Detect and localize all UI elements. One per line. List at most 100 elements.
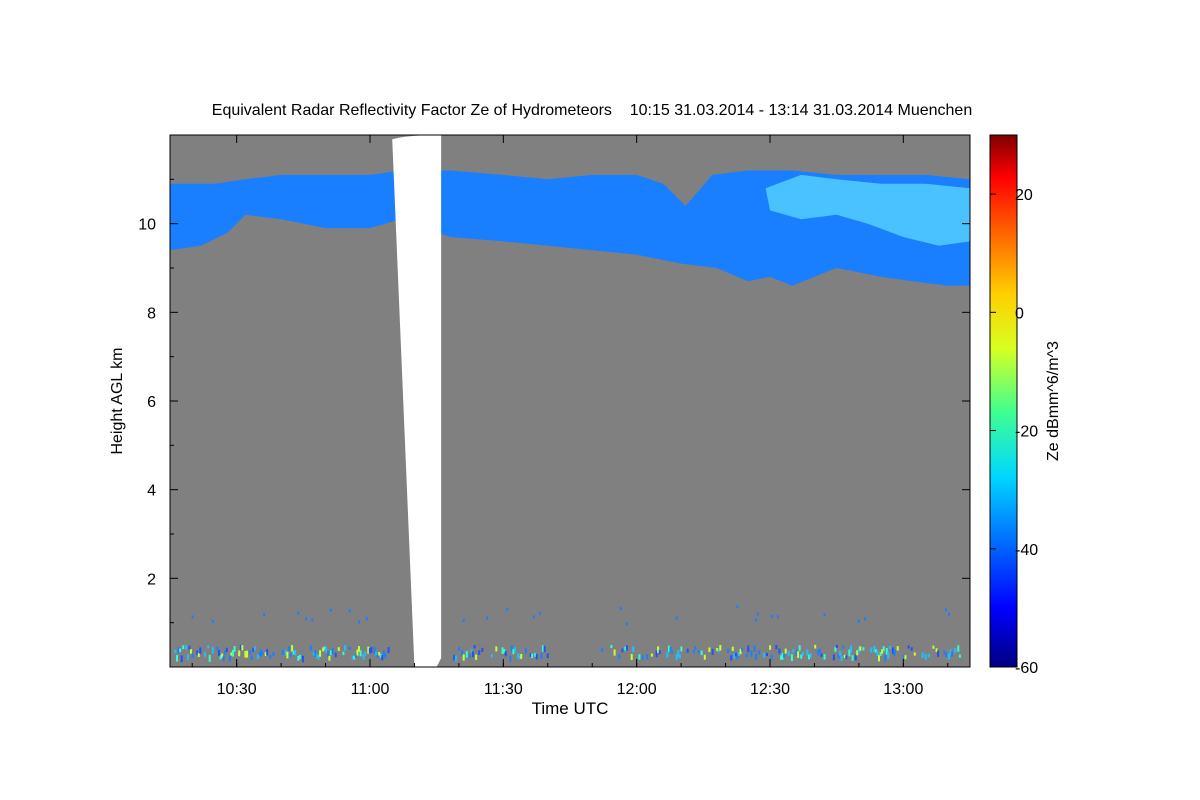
- echo-speck: [739, 648, 742, 655]
- echo-speck: [610, 645, 613, 649]
- echo-speck: [951, 651, 954, 657]
- echo-speck: [885, 648, 888, 655]
- echo-speck: [778, 648, 781, 654]
- echo-speck: [834, 647, 837, 652]
- echo-speck: [766, 653, 768, 657]
- echo-speck: [538, 611, 541, 615]
- echo-speck: [368, 648, 371, 654]
- echo-speck: [221, 653, 224, 658]
- y-tick-label: 4: [147, 483, 156, 500]
- echo-speck: [958, 654, 961, 658]
- echo-speck: [348, 609, 351, 613]
- echo-speck: [762, 652, 765, 658]
- echo-speck: [671, 650, 674, 654]
- echo-speck: [913, 652, 916, 656]
- echo-speck: [176, 655, 178, 662]
- echo-speck: [924, 653, 927, 660]
- echo-speck: [258, 652, 261, 656]
- echo-speck: [291, 645, 294, 652]
- echo-speck: [529, 653, 532, 657]
- echo-speck: [322, 647, 325, 652]
- echo-speck: [328, 655, 331, 661]
- echo-speck: [312, 652, 315, 656]
- echo-speck: [305, 617, 308, 621]
- echo-speck: [185, 645, 188, 650]
- echo-speck: [857, 647, 860, 654]
- echo-speck: [311, 618, 314, 622]
- echo-speck: [253, 646, 256, 651]
- echo-speck: [298, 654, 301, 660]
- echo-speck: [244, 651, 247, 658]
- echo-speck: [331, 648, 334, 655]
- echo-speck: [770, 654, 773, 660]
- echo-speck: [655, 650, 658, 658]
- echo-speck: [892, 647, 894, 654]
- echo-speck: [228, 655, 231, 662]
- echo-speck: [755, 618, 758, 622]
- colorbar-tick-label: -20: [1015, 424, 1038, 441]
- echo-speck: [756, 612, 759, 616]
- echo-speck: [733, 653, 736, 659]
- echo-speck: [944, 652, 947, 658]
- echo-speck: [630, 654, 633, 661]
- echo-speck: [843, 654, 846, 659]
- echo-speck: [381, 655, 384, 661]
- echo-speck: [263, 613, 266, 617]
- echo-speck: [269, 655, 272, 659]
- echo-speck: [378, 652, 381, 656]
- colorbar-ticks: 20 0 -20 -40 -60: [990, 187, 1038, 677]
- echo-speck: [468, 654, 471, 658]
- echo-speck: [854, 654, 857, 661]
- echo-speck: [351, 655, 354, 660]
- echo-speck: [692, 650, 695, 654]
- echo-speck: [225, 647, 228, 653]
- echo-speck: [944, 608, 947, 612]
- echo-speck: [342, 651, 345, 656]
- echo-speck: [851, 655, 854, 661]
- echo-speck: [783, 653, 786, 658]
- colorbar-tick-label: 20: [1015, 187, 1033, 204]
- echo-speck: [842, 645, 845, 649]
- echo-speck: [531, 653, 534, 659]
- echo-speck: [641, 655, 644, 660]
- x-tick-label: 11:30: [484, 681, 523, 698]
- echo-speck: [199, 647, 202, 654]
- echo-speck: [294, 650, 297, 656]
- echo-speck: [954, 647, 957, 653]
- echo-speck: [832, 654, 835, 661]
- y-axis-label: Height AGL km: [109, 347, 126, 454]
- echo-speck: [504, 651, 507, 657]
- echo-speck: [211, 619, 214, 623]
- echo-speck: [367, 646, 370, 654]
- echo-speck: [486, 616, 488, 620]
- echo-speck: [289, 653, 292, 658]
- echo-speck: [784, 648, 787, 654]
- echo-speck: [862, 647, 865, 651]
- echo-speck: [211, 647, 214, 654]
- echo-speck: [316, 654, 318, 658]
- echo-speck: [177, 647, 180, 653]
- echo-speck: [727, 648, 730, 653]
- echo-speck: [668, 645, 670, 652]
- echo-speck: [790, 654, 793, 662]
- echo-speck: [222, 655, 225, 662]
- echo-speck: [540, 653, 543, 659]
- echo-speck: [252, 647, 255, 652]
- echo-speck: [700, 650, 703, 656]
- echo-speck: [750, 650, 753, 657]
- echo-speck: [935, 648, 938, 653]
- echo-speck: [503, 649, 506, 654]
- echo-speck: [495, 646, 498, 652]
- echo-speck: [675, 616, 678, 620]
- echo-speck: [216, 646, 219, 651]
- echo-speck: [319, 650, 322, 657]
- echo-speck: [475, 654, 478, 660]
- echo-speck: [208, 654, 211, 662]
- echo-speck: [719, 645, 722, 651]
- no-data-gap: [392, 135, 442, 667]
- echo-speck: [292, 650, 295, 655]
- echo-speck: [238, 650, 241, 657]
- echo-speck: [626, 645, 628, 651]
- echo-speck: [337, 647, 340, 651]
